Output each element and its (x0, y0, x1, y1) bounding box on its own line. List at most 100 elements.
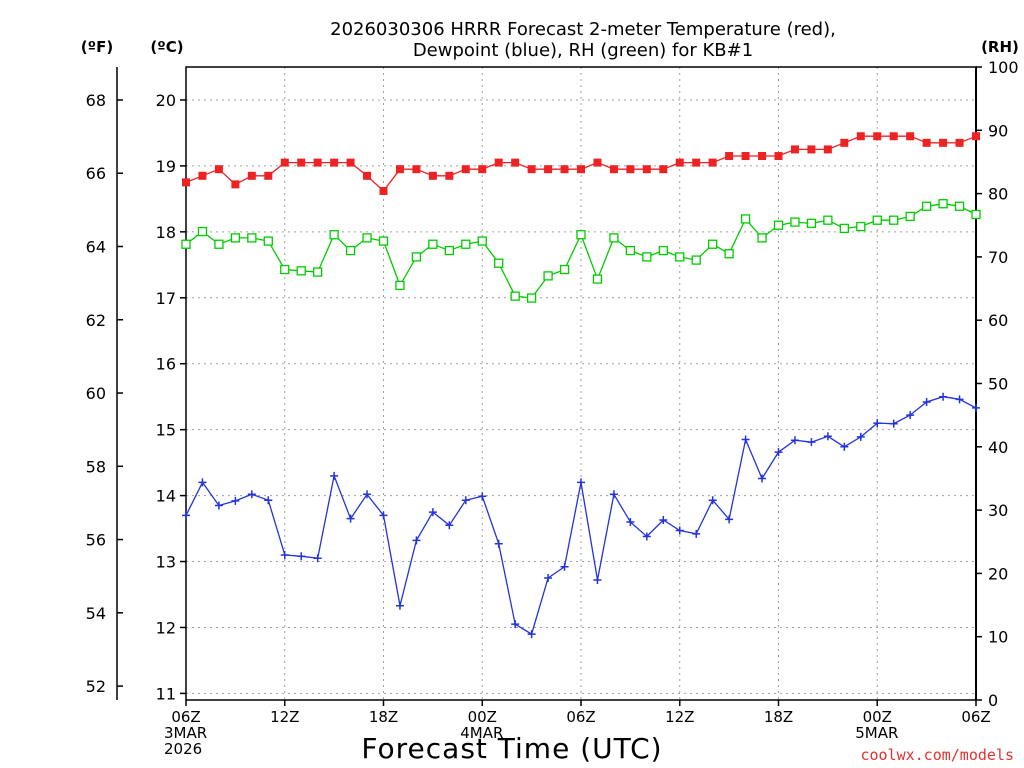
temperature-point (642, 165, 651, 174)
dewpoint-point (790, 436, 799, 445)
fahrenheit-tick-label: 58 (86, 457, 106, 476)
dewpoint-line (185, 396, 977, 636)
temperature-point (577, 165, 585, 174)
rh-tick-label: 0 (988, 691, 998, 710)
dewpoint-point (280, 550, 289, 559)
dewpoint-point (560, 562, 569, 571)
temperature-point (955, 138, 964, 147)
temperature-point (972, 132, 980, 141)
rh-point (559, 264, 570, 275)
rh-point (609, 233, 619, 243)
rh-tick-label: 40 (988, 438, 1008, 457)
fahrenheit-tick-label: 68 (86, 91, 106, 110)
rh-point (280, 264, 290, 275)
rh-point (494, 258, 504, 268)
celsius-unit-label: (ºC) (150, 38, 183, 56)
dewpoint-point (461, 496, 470, 505)
x-tick-label: 00Z (468, 708, 497, 726)
temperature-point (774, 152, 783, 161)
x-tick-label: 06Z (961, 708, 990, 726)
rh-point (395, 280, 405, 291)
temperature-point (428, 171, 437, 180)
x-tick-label: 3MAR (164, 724, 207, 742)
temperature-point (659, 165, 668, 174)
dewpoint-point (346, 514, 355, 523)
dewpoint-point (445, 521, 454, 530)
rh-point (181, 239, 191, 249)
x-tick-label: 18Z (369, 708, 398, 726)
rh-point (971, 209, 981, 220)
series-dewpoint (182, 392, 980, 639)
rh-point (740, 214, 751, 224)
rh-point (526, 293, 537, 303)
rh-point (477, 236, 487, 246)
celsius-tick-label: 14 (156, 487, 176, 506)
rh-point (296, 266, 306, 276)
dewpoint-point (972, 403, 980, 412)
dewpoint-point (297, 552, 306, 561)
temperature-point (675, 158, 684, 167)
dewpoint-point (330, 471, 339, 480)
temperature-point (741, 152, 750, 161)
dewpoint-point (906, 411, 915, 420)
rh-point (230, 233, 241, 243)
x-tick-label: 12Z (270, 708, 299, 726)
temperature-point (939, 138, 948, 147)
dewpoint-point (527, 630, 536, 639)
celsius-tick-label: 13 (156, 553, 176, 572)
series-rh (181, 199, 981, 303)
celsius-tick-label: 18 (156, 223, 176, 242)
temperature-point (807, 145, 816, 154)
celsius-tick-label: 16 (156, 355, 176, 374)
temperature-point (346, 158, 355, 167)
rh-point (592, 274, 603, 284)
rh-point (954, 201, 965, 211)
temperature-point (593, 158, 602, 167)
x-tick-label: 4MAR (460, 724, 503, 742)
temperature-point (412, 165, 421, 174)
dewpoint-point (395, 601, 404, 610)
rh-point (675, 252, 685, 262)
series-layer (181, 132, 981, 639)
rh-tick-label: 70 (988, 248, 1008, 267)
temperature-point (560, 165, 569, 174)
temperature-point (708, 158, 717, 167)
rh-tick-label: 60 (988, 311, 1008, 330)
fahrenheit-tick-label: 62 (86, 311, 106, 330)
rh-point (889, 215, 899, 225)
temperature-point (790, 145, 799, 154)
celsius-tick-label: 12 (156, 618, 176, 637)
rh-tick-label: 10 (988, 628, 1008, 647)
temperature-point (922, 138, 931, 147)
dewpoint-point (313, 554, 322, 563)
dewpoint-point (428, 508, 437, 517)
temperature-point (280, 158, 289, 167)
temperature-point (264, 171, 273, 180)
temperature-point (823, 145, 832, 154)
rh-point (543, 271, 553, 281)
rh-unit-label: (RH) (981, 38, 1019, 56)
rh-point (839, 223, 849, 234)
celsius-tick-label: 20 (156, 91, 176, 110)
dewpoint-point (692, 529, 701, 538)
dewpoint-point (247, 490, 256, 499)
chart-title-line-1: 2026030306 HRRR Forecast 2-meter Tempera… (330, 19, 836, 40)
fahrenheit-tick-label: 54 (86, 604, 106, 623)
dewpoint-point (823, 432, 832, 441)
rh-point (444, 245, 454, 256)
temperature-point (527, 165, 536, 174)
fahrenheit-tick-label: 56 (86, 531, 106, 550)
rh-point (658, 245, 668, 256)
dewpoint-point (494, 539, 503, 548)
x-axis-label: Forecast Time (UTC) (361, 732, 662, 765)
temperature-point (461, 165, 470, 174)
rh-point (642, 252, 652, 262)
rh-point (872, 215, 882, 225)
rh-point (362, 233, 372, 243)
temperature-point (856, 132, 865, 141)
dewpoint-point (478, 492, 487, 501)
dewpoint-point (231, 496, 240, 505)
dewpoint-point (182, 511, 190, 520)
rh-point (790, 217, 800, 227)
rh-point (461, 239, 471, 249)
